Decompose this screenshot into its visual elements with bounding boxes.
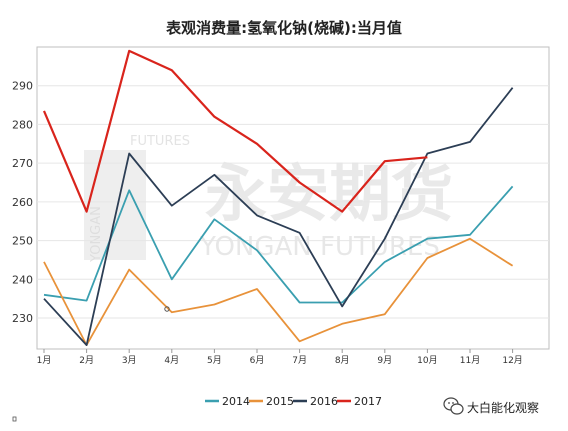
x-tick-label: 7月 (292, 355, 307, 366)
x-tick-label: 1月 (37, 355, 52, 366)
watermark-vertical-text: YONGAN (89, 206, 104, 263)
watermark-brand-en: YONGAN FUTURES (199, 232, 440, 262)
x-tick-label: 3月 (122, 355, 137, 366)
y-tick-label: 230 (12, 312, 33, 325)
y-tick-label: 250 (12, 235, 33, 248)
x-axis: 1月 2月 3月 4月 5月 6月 7月 8月 9月 10月 11月 12月 (37, 349, 523, 366)
y-tick-label: 280 (12, 118, 33, 131)
grid (37, 85, 549, 319)
x-tick-label: 2月 (79, 355, 94, 366)
y-tick-label: 270 (12, 157, 33, 170)
legend: 2014 2015 2016 2017 (205, 395, 382, 408)
footer-brand-text: 大白能化观察 (467, 400, 539, 415)
legend-label-2017: 2017 (354, 395, 382, 408)
legend-label-2015: 2015 (266, 395, 294, 408)
marker-dot (164, 306, 170, 312)
series-line-2017 (42, 49, 428, 213)
x-tick-label: 8月 (335, 355, 350, 366)
legend-label-2016: 2016 (310, 395, 338, 408)
x-tick-label: 9月 (377, 355, 392, 366)
y-axis: 230 240 250 260 270 280 290 (12, 80, 33, 325)
corner-marker (12, 416, 17, 422)
x-tick-label: 11月 (460, 355, 480, 366)
footer-brand: 大白能化观察 (443, 397, 539, 415)
chart-title: 表观消费量:氢氧化钠(烧碱):当月值 (166, 19, 402, 37)
watermark: 永安期货 YONGAN FUTURES FUTURES YONGAN (84, 134, 453, 263)
x-tick-label: 6月 (250, 355, 265, 366)
watermark-brand-cn: 永安期货 (205, 157, 453, 230)
y-tick-label: 240 (12, 273, 33, 286)
series-layer (42, 49, 514, 346)
series-line-2016 (43, 87, 514, 346)
wechat-icon (443, 397, 464, 415)
y-tick-label: 290 (12, 80, 33, 93)
x-tick-label: 12月 (502, 355, 522, 366)
series-line-2015 (43, 237, 514, 346)
plot-frame (36, 46, 550, 350)
watermark-small-text: FUTURES (130, 134, 190, 149)
legend-label-2014: 2014 (222, 395, 250, 408)
x-tick-label: 5月 (207, 355, 222, 366)
x-tick-label: 4月 (164, 355, 179, 366)
series-line-2014 (43, 185, 514, 304)
x-tick-label: 10月 (417, 355, 437, 366)
y-tick-label: 260 (12, 196, 33, 209)
